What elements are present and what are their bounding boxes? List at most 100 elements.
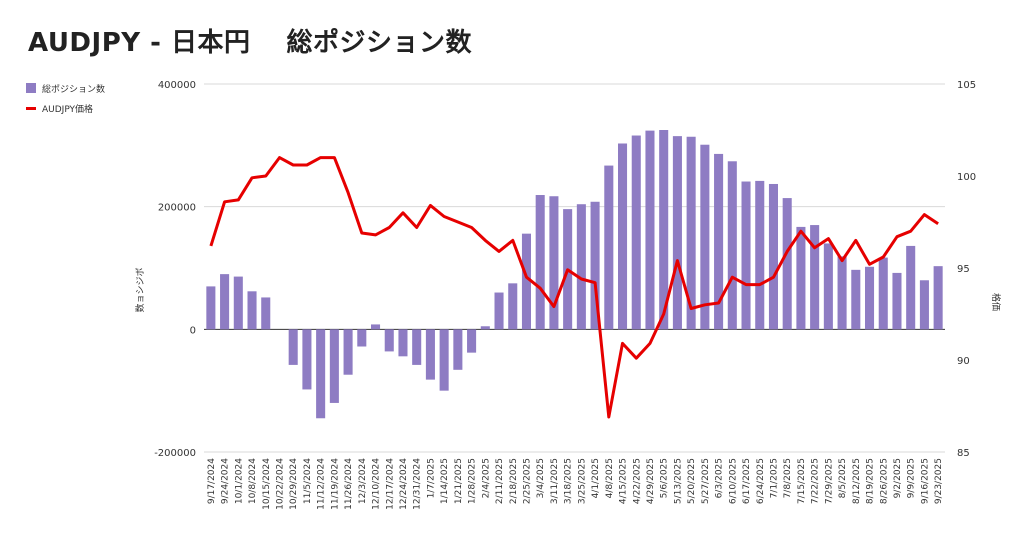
bar	[398, 329, 408, 357]
x-tick-label: 6/3/2025	[715, 458, 725, 498]
legend-bar-swatch	[26, 83, 36, 93]
bar	[357, 329, 367, 347]
x-tick-label: 4/15/2025	[619, 458, 629, 504]
bar	[768, 183, 779, 330]
bar	[288, 329, 298, 365]
bar	[370, 324, 381, 330]
x-tick-label: 8/26/2025	[879, 458, 889, 504]
right-axis: 105 100 95 90 85	[957, 80, 976, 459]
bar	[919, 280, 929, 330]
x-tick-label: 3/18/2025	[564, 458, 574, 504]
x-tick-label: 9/9/2025	[907, 458, 917, 498]
bar	[425, 329, 435, 380]
bar	[439, 329, 449, 391]
bar	[521, 233, 532, 330]
legend-bar-label: 総ポジション数	[42, 84, 106, 95]
x-tick-label: 4/22/2025	[632, 458, 642, 504]
x-tick-label: 10/15/2024	[262, 458, 272, 510]
bar	[864, 266, 875, 330]
line-series	[209, 156, 939, 419]
left-axis-label: 数ョシジボ	[134, 267, 146, 312]
bar	[617, 143, 628, 330]
x-tick-label: 7/22/2025	[811, 458, 821, 504]
x-tick-label: 4/8/2025	[605, 458, 615, 498]
legend-line-label: AUDJPY価格	[42, 104, 94, 115]
bar	[686, 136, 696, 330]
x-tick-label: 4/1/2025	[591, 458, 601, 498]
bar	[727, 161, 737, 330]
bar	[302, 329, 312, 390]
left-axis: 400000 200000 0 -200000	[154, 80, 196, 459]
x-tick-label: 5/27/2025	[701, 458, 711, 504]
price-line	[209, 156, 939, 419]
x-tick-label: 9/16/2025	[920, 458, 930, 504]
x-tick-label: 2/18/2025	[509, 458, 519, 504]
bar	[714, 153, 724, 330]
bar	[823, 243, 833, 330]
x-tick-label: 9/24/2024	[221, 458, 231, 504]
x-tick-label: 9/23/2025	[934, 458, 944, 504]
x-tick-label: 7/1/2025	[770, 458, 780, 498]
x-tick-label: 8/5/2025	[838, 458, 848, 498]
x-tick-label: 6/17/2025	[742, 458, 752, 504]
bar	[700, 144, 710, 330]
bar	[480, 326, 490, 330]
legend-item-line: AUDJPY価格	[26, 98, 105, 118]
bar	[220, 274, 230, 330]
left-tick-label: 400000	[158, 80, 196, 91]
x-tick-label: 5/6/2025	[660, 458, 670, 498]
legend: 総ポジション数 AUDJPY価格	[26, 78, 105, 118]
bar	[494, 292, 504, 330]
bar	[467, 329, 477, 353]
bar	[590, 201, 600, 330]
x-tick-label: 8/19/2025	[866, 458, 876, 504]
bar	[247, 291, 257, 330]
x-tick-label: 6/24/2025	[756, 458, 766, 504]
x-tick-label: 12/17/2024	[385, 458, 395, 510]
bar	[755, 180, 765, 330]
right-axis-label: 格価	[990, 293, 1002, 311]
bar	[933, 266, 943, 330]
x-tick-label: 10/1/2024	[234, 458, 244, 504]
bar	[631, 135, 641, 330]
chart-title: AUDJPY - 日本円 総ポジション数	[28, 28, 473, 58]
bar	[851, 269, 861, 330]
x-tick-label: 10/22/2024	[276, 458, 286, 510]
bar	[645, 130, 655, 330]
bar	[508, 283, 518, 330]
x-tick-label: 7/15/2025	[797, 458, 807, 504]
x-tick-label: 9/17/2024	[207, 458, 217, 504]
gridlines	[204, 83, 945, 453]
legend-item-bars: 総ポジション数	[26, 78, 105, 98]
right-tick-label: 105	[957, 80, 976, 91]
x-tick-label: 11/5/2024	[303, 458, 313, 504]
x-tick-label: 2/25/2025	[523, 458, 533, 504]
bar	[878, 257, 888, 330]
bar	[412, 329, 422, 365]
left-tick-label: 0	[190, 325, 196, 336]
x-tick-label: 10/29/2024	[289, 458, 299, 510]
x-axis: 9/17/2024 9/24/2024 10/1/2024 10/8/2024 10/1…	[207, 458, 944, 510]
bar	[549, 196, 559, 330]
bar	[672, 136, 682, 330]
x-tick-label: 11/26/2024	[344, 458, 354, 510]
x-tick-label: 5/20/2025	[687, 458, 697, 504]
bar	[316, 329, 326, 419]
right-tick-label: 85	[957, 448, 970, 459]
bar	[535, 195, 545, 330]
x-tick-label: 9/2/2025	[893, 458, 903, 498]
x-tick-label: 7/8/2025	[783, 458, 793, 498]
bar	[453, 329, 463, 370]
x-tick-label: 10/8/2024	[248, 458, 258, 504]
legend-line-swatch	[26, 106, 36, 110]
bar	[261, 297, 271, 330]
x-tick-label: 1/28/2025	[468, 458, 478, 504]
x-tick-label: 3/4/2025	[536, 458, 546, 498]
x-tick-label: 1/14/2025	[440, 458, 450, 504]
left-tick-label: -200000	[154, 448, 196, 459]
bar	[837, 256, 847, 330]
x-tick-label: 1/21/2025	[454, 458, 464, 504]
bar	[384, 329, 394, 352]
x-tick-label: 12/3/2024	[358, 458, 368, 504]
bar	[233, 276, 243, 330]
